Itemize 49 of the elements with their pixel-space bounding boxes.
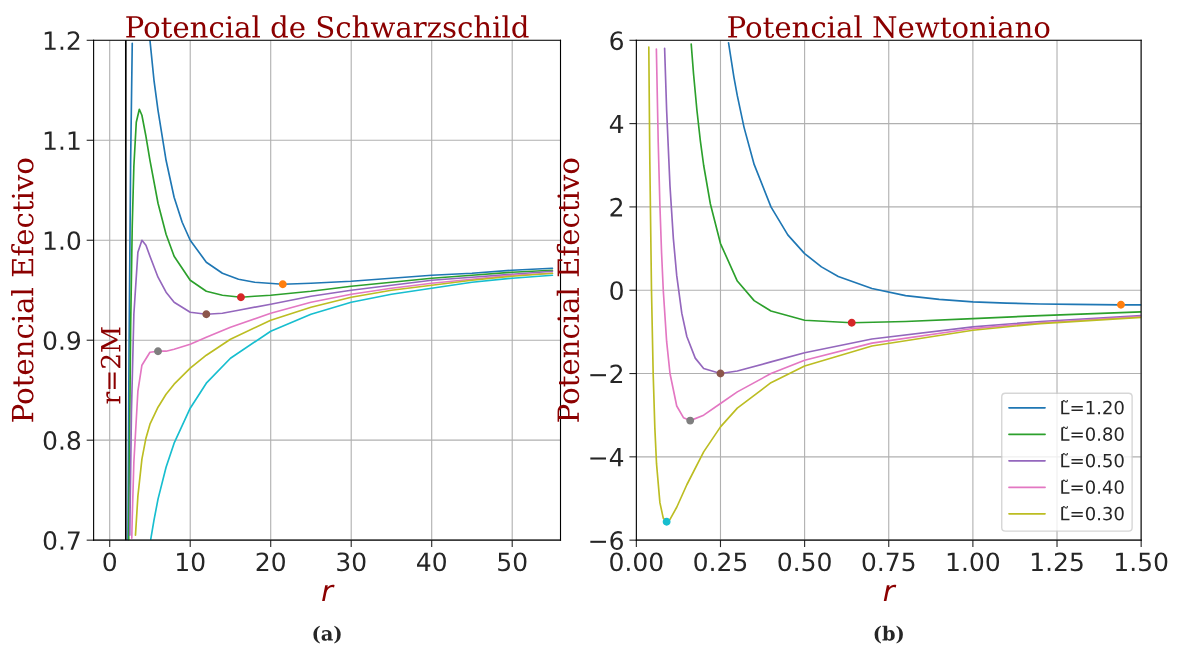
y-tick-label: 0.9 [43, 331, 81, 351]
y-tick-label: −6 [590, 531, 623, 550]
chart-title: Potencial de Schwarzschild [126, 15, 529, 38]
y-tick-label: −2 [590, 364, 623, 384]
legend-label: L̃=1.20 [1061, 400, 1124, 415]
x-axis-title: r [883, 584, 897, 602]
y-axis-title: Potencial Efectivo [11, 158, 34, 422]
x-tick-label: 20 [256, 552, 285, 572]
y-tick-label: 2 [610, 197, 623, 217]
y-tick-label: 0.8 [43, 431, 81, 451]
point [847, 318, 856, 327]
chart-title: Potencial Newtoniano [728, 15, 1050, 38]
point [662, 517, 671, 526]
point [154, 347, 162, 356]
point [236, 293, 245, 302]
point [686, 416, 695, 425]
legend-label: L̃=0.30 [1061, 506, 1124, 521]
x-tick-label: 40 [417, 552, 446, 572]
y-tick-label: 1.2 [44, 31, 80, 50]
x-tick-label: 0.00 [610, 552, 663, 572]
x-axis-title: r [322, 584, 335, 602]
ref-line-label: r=2M [100, 327, 121, 404]
y-tick-label: 0 [610, 281, 623, 301]
x-tick-label: 1.25 [1031, 552, 1083, 572]
y-tick-label: 1.1 [44, 131, 80, 150]
y-tick-label: 4 [609, 114, 624, 134]
x-tick-label: 30 [337, 552, 366, 572]
legend-label: L̃=0.50 [1061, 453, 1124, 468]
point [716, 369, 725, 378]
x-tick-label: 0.25 [694, 552, 747, 572]
x-tick-label: 1.50 [1116, 552, 1168, 572]
x-tick-label: 50 [498, 552, 527, 572]
y-axis-title: Potencial Efectivo [556, 158, 580, 422]
text: (a) [313, 625, 341, 644]
y-tick-label: 6 [610, 31, 623, 51]
x-tick-label: 1.00 [947, 552, 1000, 572]
x-tick-label: 0.50 [778, 552, 831, 572]
y-tick-label: 0.7 [43, 531, 80, 550]
x-tick-label: 0.75 [862, 552, 915, 572]
point [202, 310, 211, 319]
x-tick-label: 10 [177, 552, 205, 572]
y-tick-label: 1.0 [44, 231, 81, 251]
legend-label: L̃=0.80 [1061, 426, 1124, 441]
point [278, 280, 287, 289]
point [1117, 300, 1125, 309]
x-tick-label: 0 [103, 552, 117, 572]
y-tick-label: −4 [590, 448, 624, 467]
legend-label: L̃=0.40 [1061, 479, 1124, 494]
text: (b) [874, 625, 903, 644]
